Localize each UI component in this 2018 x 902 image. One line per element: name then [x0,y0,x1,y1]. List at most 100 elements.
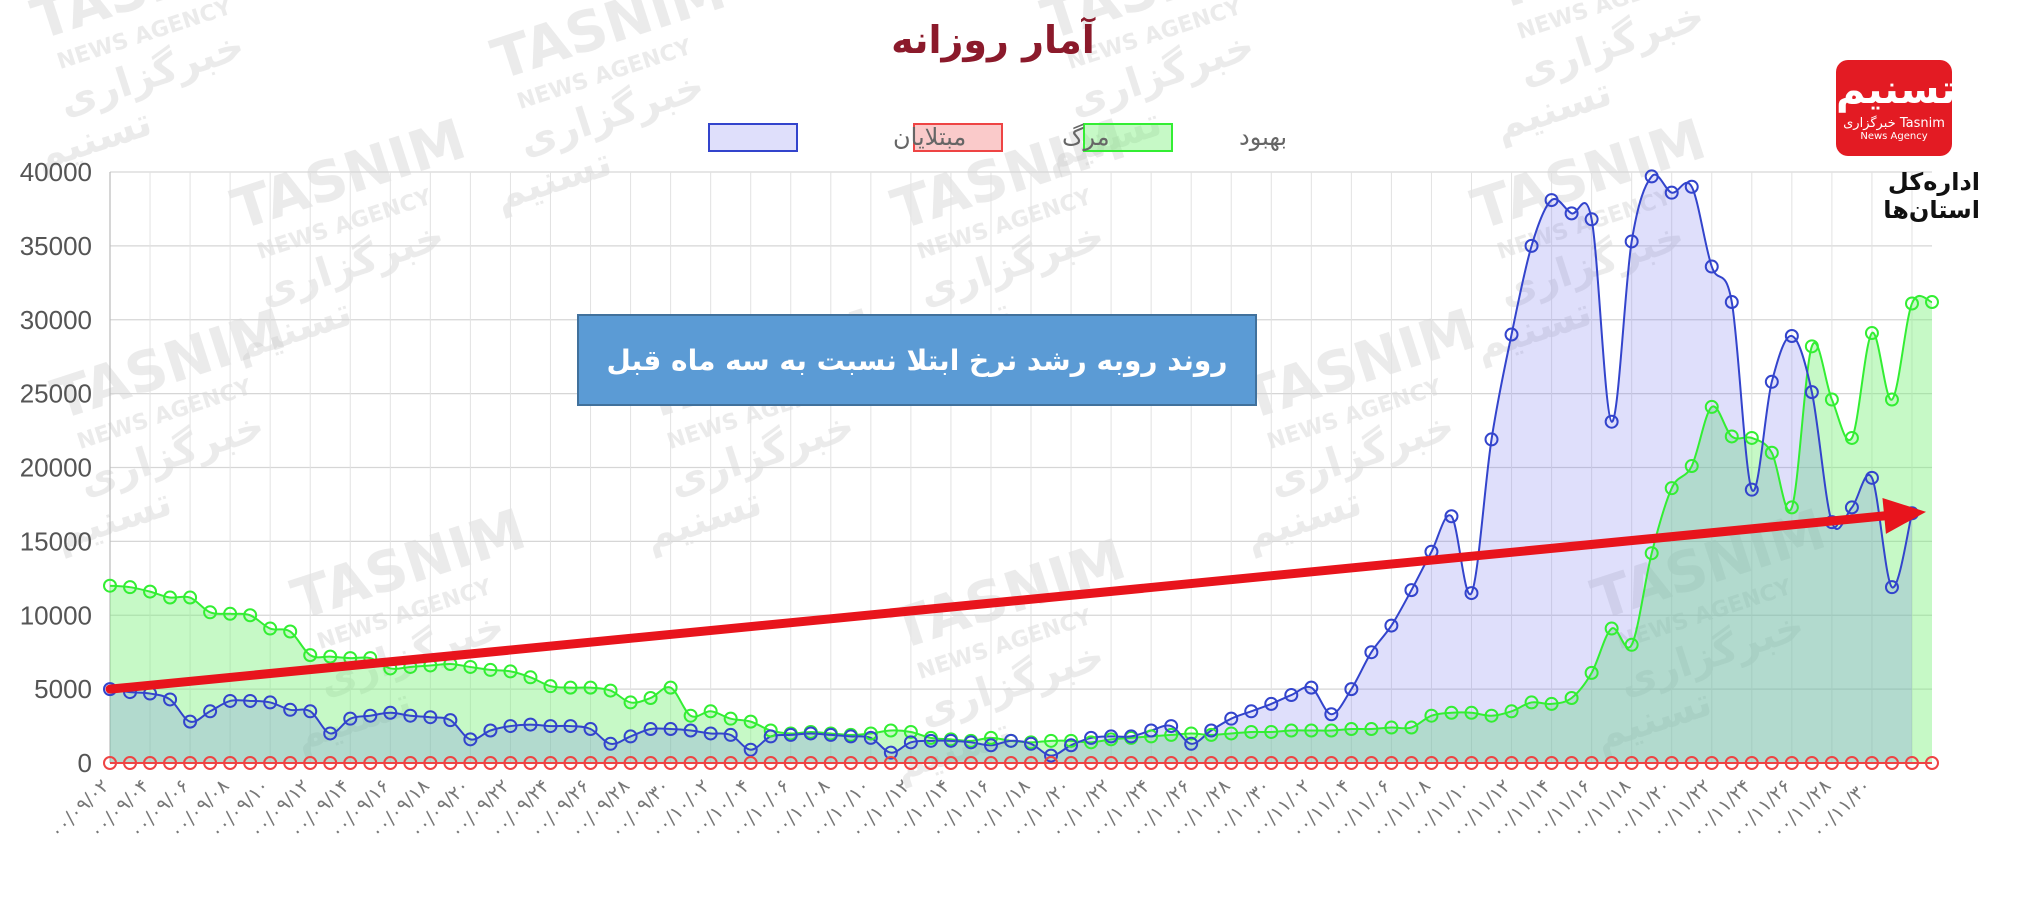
data-point-cases [523,717,538,732]
data-point-recovered [623,695,638,710]
data-point-deaths [1084,756,1099,770]
data-point-recovered [1264,724,1279,739]
data-point-cases [583,722,598,737]
data-point-cases [1544,193,1559,208]
data-point-recovered [583,680,598,695]
data-point-recovered [863,726,878,741]
series-line-cases [109,173,1913,757]
data-point-cases [423,710,438,725]
data-point-deaths [1704,756,1719,770]
logo-caption: اداره‌کل استان‌ها [1883,168,1980,224]
y-tick-label: 30000 [20,305,92,335]
data-point-cases [883,745,898,760]
data-point-deaths [663,756,678,770]
data-point-deaths [923,756,938,770]
legend-item-recovered[interactable]: بهبود [1083,123,1287,152]
data-point-recovered [1284,723,1299,738]
data-point-cases [1464,586,1479,601]
data-point-recovered [683,708,698,723]
series-fill-cases [110,174,1912,764]
data-point-deaths [1424,756,1439,770]
legend-label-recovered: بهبود [1239,123,1287,151]
data-point-cases [1624,234,1639,249]
data-point-recovered [463,659,478,674]
data-point-deaths [1184,756,1199,770]
series-points [103,169,1939,770]
data-point-deaths [523,756,538,770]
data-point-deaths [383,756,398,770]
y-tick-label: 10000 [20,600,92,630]
data-point-cases [263,695,278,710]
data-point-recovered [983,730,998,745]
data-point-recovered [183,590,198,605]
data-point-deaths [1444,756,1459,770]
data-point-recovered [1504,704,1519,719]
data-point-cases [483,723,498,738]
data-point-deaths [1604,756,1619,770]
data-point-deaths [1844,756,1859,770]
data-point-cases [1504,327,1519,342]
data-point-deaths [1384,756,1399,770]
data-point-cases [303,704,318,719]
data-point-cases [1344,682,1359,697]
data-point-recovered [763,723,778,738]
data-point-cases [1204,723,1219,738]
data-point-deaths [1104,756,1119,770]
data-point-cases [1224,711,1239,726]
data-point-recovered [163,590,178,605]
legend[interactable]: بهبود مرگ مبتلایان [708,123,1287,152]
legend-item-cases[interactable]: مبتلایان [708,123,966,152]
data-point-deaths [343,756,358,770]
data-point-deaths [603,756,618,770]
data-point-deaths [823,756,838,770]
data-point-recovered [1364,722,1379,737]
data-point-recovered [1684,459,1699,474]
data-point-recovered [143,584,158,599]
data-point-deaths [1544,756,1559,770]
data-point-deaths [443,756,458,770]
data-point-cases [163,692,178,707]
data-point-cases [443,713,458,728]
trend-arrow-head [1882,497,1926,534]
data-point-cases [763,729,778,744]
data-point-cases [1784,329,1799,344]
data-point-recovered [103,578,117,593]
data-point-cases [1244,704,1259,719]
logo-subtitle: خبرگزاری Tasnim [1843,116,1945,131]
data-point-recovered [1084,735,1099,750]
data-point-deaths [1144,756,1159,770]
data-point-recovered [723,711,738,726]
data-point-recovered [1384,720,1399,735]
data-point-cases [803,726,818,741]
x-axis-ticks: ۰۰/۰۹/۰۲۰۰/۰۹/۰۴۰۰/۰۹/۰۶۰۰/۰۹/۰۸۰۰/۰۹/۱۰… [46,775,1876,843]
data-point-deaths [863,756,878,770]
data-point-recovered [883,723,898,738]
data-point-deaths [1244,756,1259,770]
trend-arrow-shaft [105,511,1889,694]
data-point-deaths [463,756,478,770]
data-point-recovered [1744,430,1759,445]
data-point-recovered [223,606,238,621]
data-point-deaths [223,756,238,770]
data-point-deaths [1644,756,1659,770]
data-point-deaths [1064,756,1079,770]
data-point-cases [983,738,998,753]
data-point-deaths [183,756,198,770]
data-point-cases [1164,719,1179,734]
data-point-recovered [1444,705,1459,720]
legend-item-deaths[interactable]: مرگ [913,123,1110,152]
data-point-cases [1844,500,1859,515]
data-point-recovered [483,662,498,677]
data-point-cases [603,736,618,751]
data-point-deaths [1564,756,1579,770]
data-point-recovered [1844,430,1859,445]
data-point-deaths [743,756,758,770]
data-point-cases [1564,206,1579,221]
y-tick-label: 25000 [20,379,92,409]
data-point-deaths [1724,756,1739,770]
data-point-cases [1104,729,1119,744]
data-point-deaths [1344,756,1359,770]
data-point-recovered [1144,729,1159,744]
